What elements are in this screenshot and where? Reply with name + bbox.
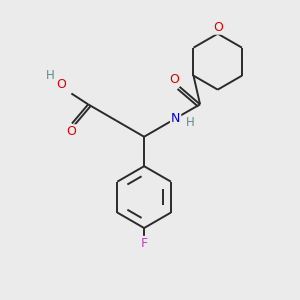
Text: O: O: [57, 78, 67, 91]
Text: H: H: [186, 116, 195, 128]
Text: O: O: [169, 73, 179, 86]
Text: F: F: [140, 237, 148, 250]
Text: O: O: [213, 21, 223, 34]
Text: O: O: [66, 125, 76, 138]
Text: H: H: [46, 69, 55, 82]
Text: N: N: [171, 112, 180, 125]
